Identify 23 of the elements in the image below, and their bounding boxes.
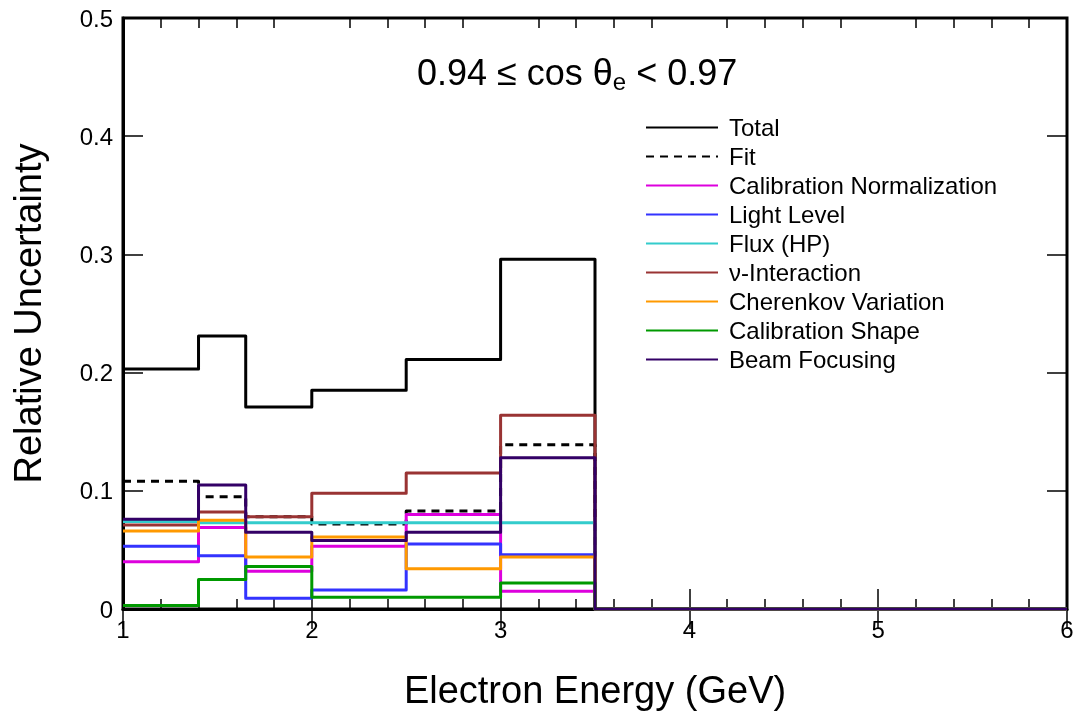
y-tick-label: 0 bbox=[99, 595, 113, 623]
y-tick-label: 0.1 bbox=[79, 477, 113, 505]
x-tick-label: 2 bbox=[305, 615, 319, 643]
y-axis-title: Relative Uncertainty bbox=[7, 143, 49, 484]
legend-label: Calibration Shape bbox=[729, 317, 920, 344]
x-axis-title: Electron Energy (GeV) bbox=[403, 669, 787, 711]
y-tick-label: 0.4 bbox=[79, 122, 113, 150]
legend-label: Cherenkov Variation bbox=[729, 288, 945, 315]
x-tick-label: 5 bbox=[871, 615, 885, 643]
y-tick-label: 0.2 bbox=[79, 359, 113, 387]
legend-label: Total bbox=[729, 114, 780, 141]
x-tick-label: 6 bbox=[1060, 615, 1074, 643]
legend-label: Light Level bbox=[729, 201, 846, 228]
y-tick-label: 0.5 bbox=[79, 4, 113, 32]
legend-label: Beam Focusing bbox=[729, 346, 896, 373]
legend-label: Flux (HP) bbox=[729, 230, 831, 257]
x-tick-label: 4 bbox=[682, 615, 697, 643]
legend-label: Calibration Normalization bbox=[729, 172, 998, 199]
x-tick-label: 1 bbox=[116, 615, 130, 643]
y-tick-label: 0.3 bbox=[79, 240, 113, 268]
legend-label: Fit bbox=[729, 143, 756, 170]
x-tick-label: 3 bbox=[493, 615, 508, 643]
legend-label: ν-Interaction bbox=[729, 259, 862, 286]
